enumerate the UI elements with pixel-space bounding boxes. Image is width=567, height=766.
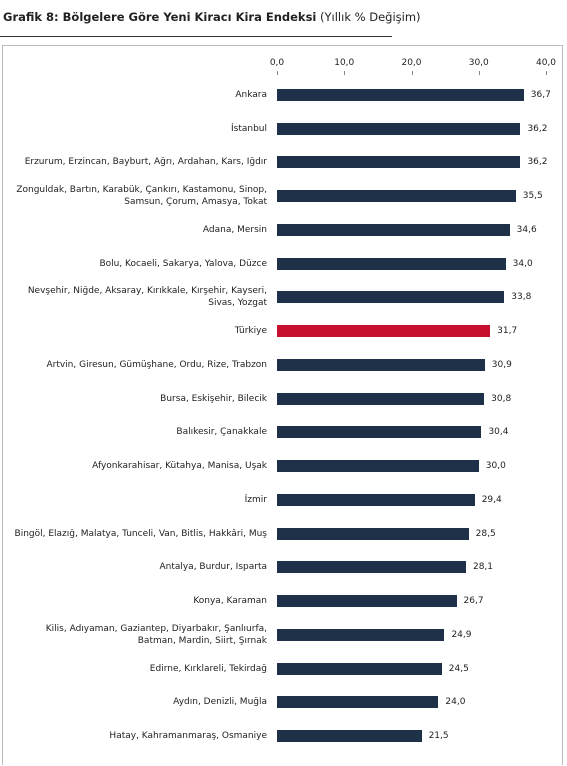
bar bbox=[277, 325, 491, 338]
bar bbox=[277, 730, 422, 743]
value-label: 36,2 bbox=[527, 123, 548, 134]
bar bbox=[277, 89, 524, 101]
value-label: 30,9 bbox=[491, 359, 512, 370]
value-label: 31,7 bbox=[497, 326, 518, 337]
category-label: Hatay, Kahramanmaraş, Osmaniye bbox=[109, 731, 267, 742]
category-label: Konya, Karaman bbox=[193, 596, 267, 607]
value-label: 26,7 bbox=[463, 596, 484, 607]
bar bbox=[277, 257, 506, 270]
value-label: 34,0 bbox=[512, 258, 533, 269]
value-label: 24,5 bbox=[448, 663, 469, 674]
category-label: Antalya, Burdur, Isparta bbox=[159, 562, 267, 573]
category-label: Türkiye bbox=[234, 326, 267, 337]
x-tick-label: 40,0 bbox=[535, 58, 557, 68]
category-label: Afyonkarahisar, Kütahya, Manisa, Uşak bbox=[92, 461, 267, 472]
bar bbox=[277, 122, 521, 135]
value-label: 24,0 bbox=[445, 697, 466, 708]
x-tick-label: 10,0 bbox=[334, 58, 355, 68]
value-label: 34,6 bbox=[516, 224, 537, 235]
tick-mark bbox=[546, 71, 547, 75]
value-label: 21,5 bbox=[428, 731, 449, 742]
category-label: Kilis, Adıyaman, Gaziantep, Diyarbakır, … bbox=[45, 623, 267, 646]
bar bbox=[277, 190, 516, 203]
bar bbox=[277, 628, 445, 641]
category-label: Edirne, Kırklareli, Tekirdağ bbox=[149, 663, 267, 674]
value-label: 29,4 bbox=[481, 494, 502, 505]
title-rule bbox=[0, 36, 392, 37]
value-label: 28,5 bbox=[475, 528, 496, 539]
chart-frame bbox=[2, 45, 563, 765]
bar bbox=[277, 223, 510, 236]
value-label: 30,8 bbox=[491, 393, 512, 404]
category-label: Balıkesir, Çanakkale bbox=[176, 427, 267, 438]
category-label: Ankara bbox=[235, 89, 267, 100]
category-label: Nevşehir, Niğde, Aksaray, Kırıkkale, Kır… bbox=[27, 286, 267, 309]
category-label: Artvin, Giresun, Gümüşhane, Ordu, Rize, … bbox=[46, 359, 267, 370]
value-label: 30,4 bbox=[488, 427, 509, 438]
category-label: Adana, Mersin bbox=[202, 224, 267, 235]
bar bbox=[277, 358, 485, 371]
bar bbox=[277, 460, 479, 473]
bar bbox=[277, 392, 485, 405]
category-label: Bingöl, Elazığ, Malatya, Tunceli, Van, B… bbox=[14, 528, 267, 539]
value-label: 33,8 bbox=[511, 292, 532, 303]
chart-title: Grafik 8: Bölgelere Göre Yeni Kiracı Kir… bbox=[3, 10, 317, 24]
title-block: Grafik 8: Bölgelere Göre Yeni Kiracı Kir… bbox=[3, 10, 421, 24]
category-label: İzmir bbox=[244, 494, 267, 505]
category-label: Bolu, Kocaeli, Sakarya, Yalova, Düzce bbox=[99, 258, 267, 269]
category-label: Bursa, Eskişehir, Bilecik bbox=[160, 393, 267, 404]
bar bbox=[277, 561, 466, 574]
x-tick-label: 0,0 bbox=[269, 58, 285, 68]
x-tick-label: 20,0 bbox=[401, 58, 422, 68]
bar bbox=[277, 527, 469, 540]
chart-subtitle: (Yıllık % Değişim) bbox=[320, 10, 421, 24]
bar bbox=[277, 595, 457, 608]
category-label: Aydın, Denizli, Muğla bbox=[173, 697, 267, 708]
bar bbox=[277, 696, 439, 709]
tick-mark bbox=[478, 71, 480, 75]
category-label: İstanbul bbox=[230, 123, 267, 134]
bar bbox=[277, 662, 442, 675]
value-label: 35,5 bbox=[522, 191, 543, 202]
value-label: 30,0 bbox=[485, 461, 506, 472]
x-tick-label: 30,0 bbox=[468, 58, 489, 68]
value-label: 24,9 bbox=[451, 629, 472, 640]
tick-mark bbox=[277, 71, 278, 75]
bar bbox=[277, 493, 475, 506]
tick-mark bbox=[344, 71, 346, 75]
value-label: 36,7 bbox=[530, 90, 551, 100]
value-label: 28,1 bbox=[472, 562, 494, 573]
tick-mark bbox=[411, 71, 413, 75]
bar bbox=[277, 426, 482, 439]
bar bbox=[277, 156, 521, 169]
value-label: 36,2 bbox=[527, 157, 548, 168]
category-label: Zonguldak, Bartın, Karabük, Çankırı, Kas… bbox=[16, 185, 267, 208]
category-label: Erzurum, Erzincan, Bayburt, Ağrı, Ardaha… bbox=[24, 157, 267, 168]
bar bbox=[277, 291, 505, 304]
